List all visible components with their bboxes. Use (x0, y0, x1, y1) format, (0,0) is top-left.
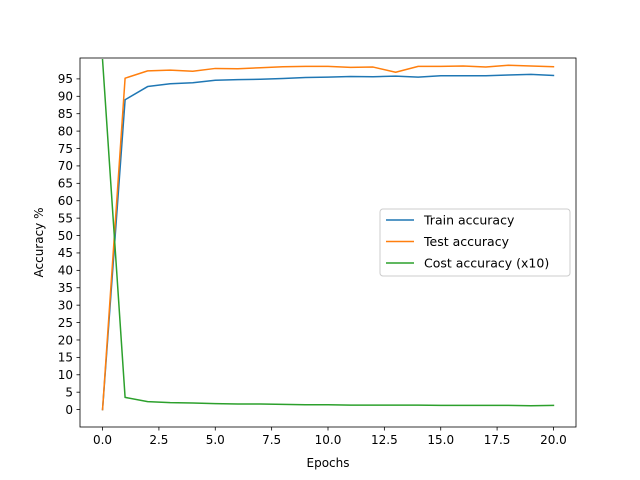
y-tick-label: 15 (58, 351, 73, 365)
y-tick-label: 90 (58, 90, 73, 104)
x-tick-label: 17.5 (484, 433, 511, 447)
y-tick-label: 95 (58, 72, 73, 86)
legend-label-3: Cost accuracy (x10) (424, 256, 549, 271)
y-tick-label: 5 (65, 385, 73, 399)
y-tick-label: 55 (58, 211, 73, 225)
x-tick-label: 15.0 (427, 433, 454, 447)
y-tick-label: 50 (58, 229, 73, 243)
x-tick-label: 20.0 (540, 433, 567, 447)
y-tick-label: 40 (58, 264, 73, 278)
y-tick-label: 35 (58, 281, 73, 295)
x-tick-label: 2.5 (149, 433, 168, 447)
y-tick-label: 20 (58, 333, 73, 347)
series-line-2 (101, 64, 555, 411)
y-tick-label: 30 (58, 298, 73, 312)
legend-label-1: Train accuracy (423, 213, 515, 228)
y-tick-label: 10 (58, 368, 73, 382)
series-line-1 (101, 73, 555, 411)
plot-area (101, 58, 555, 411)
y-tick-label: 85 (58, 107, 73, 121)
legend-box (379, 208, 571, 277)
x-axis-label: Epochs (307, 456, 350, 470)
y-tick-label: 70 (58, 159, 73, 173)
x-tick-label: 5.0 (206, 433, 225, 447)
y-tick-label: 65 (58, 177, 73, 191)
x-tick-label: 7.5 (262, 433, 281, 447)
x-tick-label: 0.0 (93, 433, 112, 447)
series-line-3 (101, 58, 555, 407)
y-tick-label: 45 (58, 246, 73, 260)
y-tick-label: 25 (58, 316, 73, 330)
y-tick-label: 80 (58, 124, 73, 138)
axes: 0.0 2.5 5.0 7.5 10.0 12.5 15.0 17.5 20.0 0 5 10 15 20… (58, 57, 577, 447)
y-tick-label: 75 (58, 142, 73, 156)
x-tick-label: 10.0 (315, 433, 342, 447)
x-tick-label: 12.5 (371, 433, 398, 447)
legend-label-2: Test accuracy (423, 234, 510, 249)
y-tick-label: 0 (65, 403, 73, 417)
y-axis-label: Accuracy % (32, 207, 46, 277)
legend: Train accuracy Test accuracy Cost accuracy… (379, 208, 571, 277)
y-tick-label: 60 (58, 194, 73, 208)
